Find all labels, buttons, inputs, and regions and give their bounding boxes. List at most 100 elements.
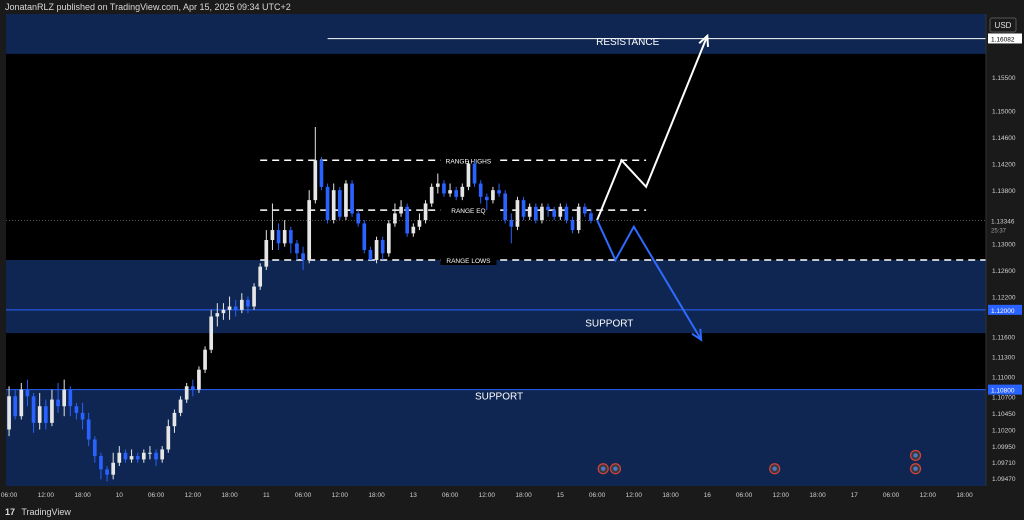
projection-up-arrow-arrowhead — [698, 33, 710, 47]
candle-body — [386, 223, 391, 254]
candle — [148, 446, 152, 460]
candle — [405, 203, 410, 237]
candle-body — [282, 230, 287, 244]
candle — [99, 452, 103, 480]
candle — [239, 293, 244, 314]
candle — [117, 446, 122, 467]
candle-body — [380, 240, 385, 254]
candle-body — [344, 183, 348, 217]
candle — [558, 203, 563, 221]
candle — [576, 203, 581, 234]
x-tick-label: 17 — [851, 492, 859, 499]
candle-body — [7, 396, 11, 430]
resistance-label: RESISTANCE — [596, 37, 659, 48]
candle — [435, 173, 440, 194]
resistance-price-label-bg — [988, 33, 1022, 44]
event-flag-icon — [769, 463, 781, 475]
candle — [56, 382, 60, 413]
candle-body — [319, 160, 324, 187]
y-tick-label: 1.09950 — [992, 444, 1016, 451]
candle — [552, 206, 557, 221]
candle-body — [37, 406, 42, 423]
candle — [215, 303, 220, 327]
x-tick-label: 06:00 — [1, 492, 18, 499]
candle — [472, 160, 477, 187]
tradingview-brand: TradingView — [21, 507, 71, 517]
candle-body — [411, 226, 416, 234]
tradingview-logo: 17 — [5, 507, 16, 517]
candle-body — [331, 190, 336, 221]
candle-body — [503, 193, 508, 221]
publish-header: JonatanRLZ published on TradingView.com,… — [0, 0, 1024, 14]
range-eq-label-bg — [440, 205, 497, 216]
candle-body — [442, 183, 446, 194]
candle — [252, 283, 256, 310]
candle — [246, 296, 250, 314]
candle-body — [197, 369, 201, 390]
event-flag-dot — [913, 466, 918, 471]
x-tick-label: 06:00 — [295, 492, 312, 499]
candle — [295, 240, 299, 260]
x-tick-label: 18:00 — [221, 492, 238, 499]
candle-body — [43, 406, 48, 423]
candle — [582, 203, 587, 217]
candle — [74, 402, 79, 420]
candle-body — [154, 452, 158, 460]
y-tick-label: 1.15000 — [992, 108, 1016, 115]
candle-body — [92, 439, 97, 457]
candle-body — [19, 389, 24, 417]
candle — [154, 449, 158, 467]
candle-body — [31, 396, 36, 423]
candle — [423, 200, 428, 224]
candle-body — [252, 286, 256, 307]
candle-body — [491, 190, 495, 201]
support-zone-lower — [6, 389, 986, 486]
candle — [356, 210, 361, 227]
candle — [301, 246, 305, 270]
range-lows-label-bg — [440, 254, 497, 265]
candle-body — [68, 389, 73, 407]
candle — [570, 216, 575, 234]
candle-body — [313, 160, 318, 201]
candle-body — [99, 456, 103, 470]
candle-body — [429, 186, 434, 204]
candle — [509, 213, 514, 244]
candle — [258, 263, 263, 290]
support-price-label-lower-bg — [988, 384, 1022, 395]
candle — [344, 180, 348, 221]
resistance-price-label: 1.16082 — [991, 36, 1015, 43]
candle — [203, 346, 207, 373]
candle — [25, 379, 30, 407]
candle-body — [527, 206, 532, 217]
candle — [521, 196, 526, 221]
candle — [233, 299, 238, 317]
candle-body — [570, 220, 575, 231]
candle-body — [148, 452, 152, 454]
candle — [31, 392, 36, 433]
candle — [393, 203, 397, 227]
y-tick-label: 1.10700 — [992, 394, 1016, 401]
candle — [331, 183, 336, 224]
candle — [564, 203, 569, 224]
candle — [368, 246, 373, 260]
projection-up-arrow — [596, 35, 709, 221]
y-tick-label: 1.10450 — [992, 411, 1016, 418]
x-tick-label: 12:00 — [920, 492, 937, 499]
candle — [209, 309, 214, 354]
candle-body — [184, 386, 189, 400]
candle — [264, 230, 269, 270]
y-tick-label: 1.11000 — [992, 374, 1015, 381]
candle — [527, 203, 532, 221]
x-tick-label: 06:00 — [148, 492, 165, 499]
candle-body — [117, 452, 122, 463]
x-tick-label: 18:00 — [368, 492, 385, 499]
x-tick-label: 12:00 — [626, 492, 643, 499]
candle-body — [301, 253, 305, 260]
candle — [337, 186, 342, 221]
candle-body — [56, 399, 60, 407]
y-tick-label: 1.09470 — [992, 476, 1016, 483]
candle-body — [135, 456, 140, 460]
time-axis — [0, 486, 1024, 504]
candle-body — [325, 186, 330, 221]
